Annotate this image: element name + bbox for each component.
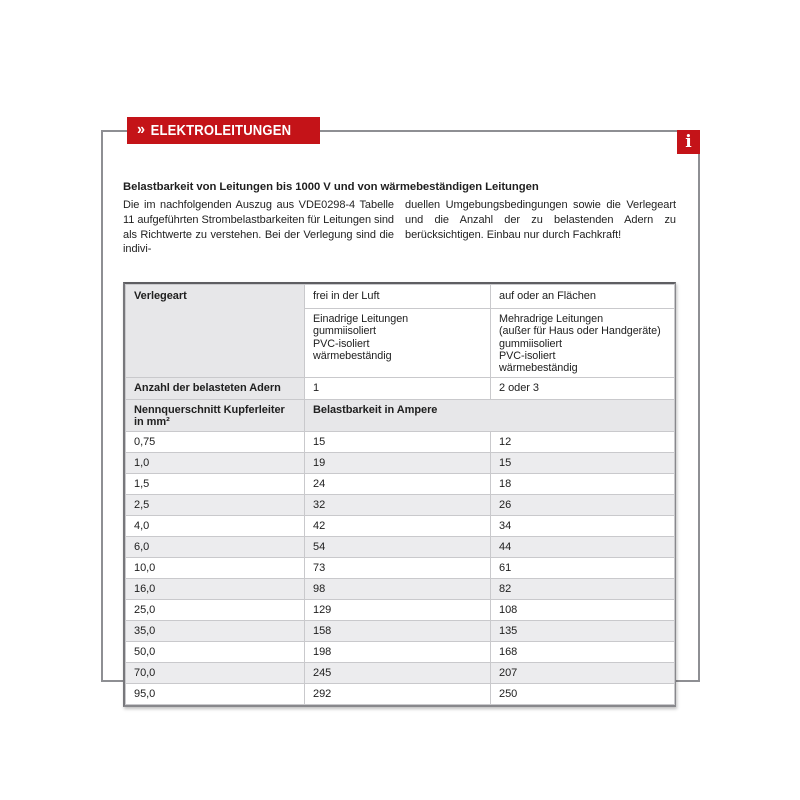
cell-querschnitt: 50,0	[125, 641, 305, 664]
cell-ampere-flaechen: 207	[490, 662, 675, 685]
table-row: 70,0 245 207	[125, 662, 675, 685]
cell-ampere-frei: 42	[304, 515, 491, 538]
cell-querschnitt: 6,0	[125, 536, 305, 559]
cell-querschnitt: 35,0	[125, 620, 305, 643]
table-row: 50,0 198 168	[125, 641, 675, 664]
cell-ampere-frei: 129	[304, 599, 491, 622]
table-row: 1,0 19 15	[125, 452, 675, 475]
header-anzahl-adern: Anzahl der belasteten Adern	[125, 377, 305, 401]
cell-querschnitt: 4,0	[125, 515, 305, 538]
cell-querschnitt: 0,75	[125, 431, 305, 454]
cell-ampere-flaechen: 168	[490, 641, 675, 664]
cell-querschnitt: 2,5	[125, 494, 305, 517]
intro-column-left: Die im nachfolgenden Auszug aus VDE0298-…	[123, 199, 395, 256]
section-header-badge: » ELEKTROLEITUNGEN	[127, 117, 321, 144]
table-row: 25,0 129 108	[125, 599, 675, 622]
header-nennquerschnitt: Nennquerschnitt Kupferleiter in mm²	[125, 399, 305, 433]
cell-ampere-frei: 73	[304, 557, 491, 580]
cell-ampere-flaechen: 44	[490, 536, 675, 559]
table-row: 35,0 158 135	[125, 620, 675, 643]
page-content: Belastbarkeit von Leitungen bis 1000 V u…	[123, 132, 676, 708]
cell-ampere-flaechen: 12	[490, 431, 675, 454]
cell-ampere-flaechen: 108	[490, 599, 675, 622]
cell-querschnitt: 1,5	[125, 473, 305, 496]
header-auf-flaechen: auf oder an Flächen	[490, 284, 675, 310]
cell-adern-flaechen: 2 oder 3	[490, 377, 675, 401]
cell-querschnitt: 1,0	[125, 452, 305, 475]
header-belastbarkeit: Belastbarkeit in Ampere	[304, 399, 675, 433]
cell-ampere-frei: 32	[304, 494, 491, 517]
cell-ampere-flaechen: 15	[490, 452, 675, 475]
cell-querschnitt: 70,0	[125, 662, 305, 685]
cell-ampere-flaechen: 135	[490, 620, 675, 643]
cell-querschnitt: 16,0	[125, 578, 305, 601]
table-row: 10,0 73 61	[125, 557, 675, 580]
table-row: 95,0 292 250	[125, 683, 675, 706]
header-verlegeart: Verlegeart	[125, 284, 305, 379]
load-capacity-table: Verlegeart frei in der Luft auf oder an …	[123, 282, 676, 708]
section-title: ELEKTROLEITUNGEN	[150, 122, 292, 139]
cell-ampere-frei: 24	[304, 473, 491, 496]
cell-querschnitt: 25,0	[125, 599, 305, 622]
cell-ampere-frei: 54	[304, 536, 491, 559]
cell-ampere-flaechen: 34	[490, 515, 675, 538]
cell-ampere-flaechen: 82	[490, 578, 675, 601]
cell-ampere-frei: 198	[304, 641, 491, 664]
table-row: 4,0 42 34	[125, 515, 675, 538]
cell-querschnitt: 95,0	[125, 683, 305, 706]
cell-ampere-flaechen: 250	[490, 683, 675, 706]
info-icon[interactable]: i	[677, 130, 700, 154]
table-row: 6,0 54 44	[125, 536, 675, 559]
cell-ampere-frei: 15	[304, 431, 491, 454]
table-body: 0,75 15 12 1,0 19 15 1,5 24 18 2,5 32 26 4,0 42 34 6,0 5…	[125, 431, 675, 706]
cell-ampere-frei: 292	[304, 683, 491, 706]
cell-ampere-frei: 19	[304, 452, 491, 475]
cell-ampere-flaechen: 61	[490, 557, 675, 580]
table-row: 16,0 98 82	[125, 578, 675, 601]
header-frei-in-der-luft: frei in der Luft	[304, 284, 491, 310]
catalog-page-frame: » ELEKTROLEITUNGEN i Belastbarkeit von L…	[101, 117, 700, 708]
subheader-einadrige-leitungen: Einadrige Leitungen gummiisoliert PVC-is…	[304, 308, 491, 379]
article-title: Belastbarkeit von Leitungen bis 1000 V u…	[123, 181, 539, 193]
intro-column-right: duellen Umgebungsbedingungen sowie die V…	[405, 199, 676, 241]
cell-ampere-flaechen: 26	[490, 494, 675, 517]
cell-querschnitt: 10,0	[125, 557, 305, 580]
table-row: 0,75 15 12	[125, 431, 675, 454]
table-row: 2,5 32 26	[125, 494, 675, 517]
subheader-mehradrige-leitungen: Mehradrige Leitungen (außer für Haus ode…	[490, 308, 675, 379]
cell-adern-frei: 1	[304, 377, 491, 401]
cell-ampere-frei: 245	[304, 662, 491, 685]
table-row: 1,5 24 18	[125, 473, 675, 496]
cell-ampere-frei: 98	[304, 578, 491, 601]
cell-ampere-frei: 158	[304, 620, 491, 643]
double-chevron-icon: »	[137, 120, 146, 138]
cell-ampere-flaechen: 18	[490, 473, 675, 496]
intro-text: Die im nachfolgenden Auszug aus VDE0298-…	[123, 198, 676, 257]
